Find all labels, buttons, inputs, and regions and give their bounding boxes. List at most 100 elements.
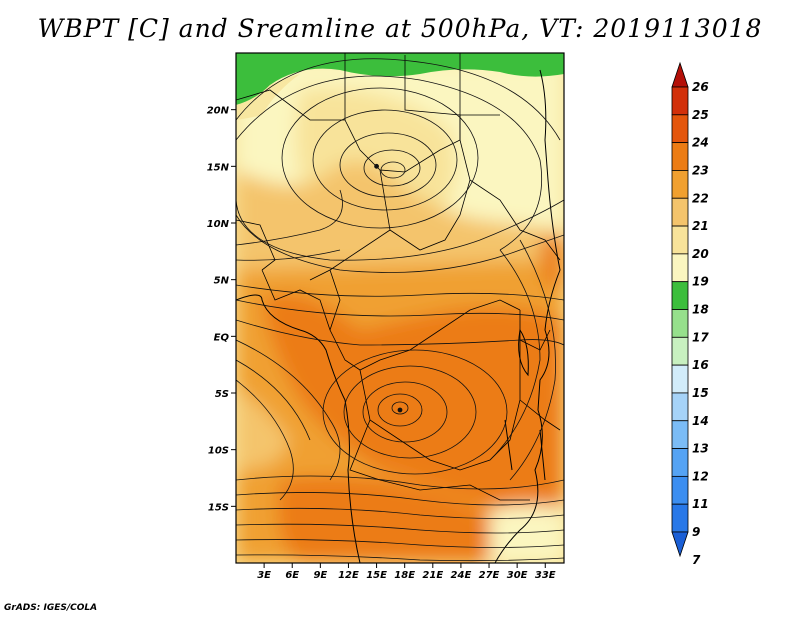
y-tick-label: 10S	[208, 446, 229, 457]
colorbar-label: 22	[692, 191, 709, 205]
boundary-line	[469, 179, 561, 261]
streamline	[509, 239, 556, 481]
colorbar-extend-bottom	[671, 531, 689, 558]
x-axis: 3E 6E 9E 12E 15E 18E 21E 24E 27E 30E 33E	[257, 563, 556, 581]
colorbar-segment	[671, 420, 689, 449]
streamline	[236, 249, 341, 261]
x-tick-label: 24E	[451, 570, 472, 581]
colorbar-segment	[671, 364, 689, 394]
colorbar-label: 16	[692, 358, 709, 372]
streamline	[322, 349, 508, 475]
boundary-line	[236, 219, 276, 271]
streamline	[236, 284, 564, 301]
colorbar-extend-top	[671, 61, 689, 88]
streamline	[489, 249, 541, 461]
y-tick-label: 15S	[208, 502, 229, 513]
colorbar-label: 15	[692, 386, 709, 400]
map-panel	[236, 53, 564, 563]
streamline	[380, 161, 406, 179]
x-tick-label: 27E	[479, 570, 500, 581]
colorbar-segment	[671, 225, 689, 255]
y-tick-label: EQ	[214, 332, 230, 343]
streamline	[339, 132, 437, 198]
colorbar-label: 14	[692, 414, 709, 428]
colorbar-label: 25	[692, 108, 709, 122]
colorbar-label: 20	[692, 247, 709, 261]
streamline	[236, 199, 564, 261]
field-regions	[236, 60, 564, 563]
streamline	[236, 299, 564, 321]
streamline	[236, 492, 564, 506]
y-tick-label: 5N	[214, 276, 230, 287]
coastline-west	[236, 294, 361, 563]
rift-lakes	[504, 419, 546, 481]
map-frame	[235, 52, 565, 564]
boundary-line	[359, 310, 521, 471]
streamline	[391, 401, 409, 415]
colorbar-label: 9	[692, 525, 700, 539]
x-tick-label: 9E	[313, 570, 327, 581]
streamline	[343, 365, 477, 459]
colorbar-segment	[671, 448, 689, 477]
streamline	[236, 539, 564, 548]
boundaries	[236, 53, 561, 501]
colorbar-segment	[671, 253, 689, 283]
x-tick-label: 15E	[366, 570, 387, 581]
boundary-line	[329, 269, 521, 371]
streamline	[312, 109, 458, 211]
colorbar-label: 26	[692, 80, 709, 94]
streamline	[236, 379, 294, 501]
y-tick-label: 10N	[207, 219, 230, 230]
colorbar: 26 25 24 23 22 21 20 19 18 17 16 15 14 13 12 11 9 7	[671, 61, 709, 567]
streamline	[236, 507, 564, 519]
region-green-edge	[236, 74, 300, 120]
streamlines	[236, 58, 564, 562]
colorbar-segment	[671, 197, 689, 227]
streamline	[236, 189, 343, 246]
colorbar-label: 12	[692, 469, 709, 483]
colorbar-label: 23	[692, 163, 709, 177]
colorbar-segment	[671, 114, 689, 144]
colorbar-segment	[671, 392, 689, 422]
streamline	[236, 554, 564, 562]
grads-credit: GrADS: IGES/COLA	[4, 603, 98, 613]
y-tick-label: 20N	[207, 106, 230, 117]
x-tick-label: 18E	[394, 570, 415, 581]
colorbar-label: 13	[692, 442, 709, 456]
boundary-line	[349, 419, 530, 501]
region-deep-orange-south	[277, 476, 520, 563]
x-tick-label: 6E	[285, 570, 299, 581]
streamline	[236, 523, 564, 534]
x-tick-label: 33E	[535, 570, 556, 581]
streamline	[236, 339, 341, 481]
x-tick-label: 3E	[257, 570, 271, 581]
streamline	[236, 475, 564, 490]
colorbar-segment	[671, 86, 689, 116]
region-se-pale	[490, 505, 564, 563]
y-axis: 20N 15N 10N 5N EQ 5S 10S 15S	[207, 106, 236, 513]
colorbar-label: 24	[692, 136, 709, 150]
colorbar-segment	[671, 142, 689, 171]
vortex-center	[374, 163, 379, 169]
x-tick-label: 30E	[507, 570, 528, 581]
x-tick-label: 12E	[338, 570, 359, 581]
coastline-east	[494, 69, 561, 563]
colorbar-segment	[671, 309, 689, 338]
chart-title: WBPT [C] and Sreamline at 500hPa, VT: 20…	[37, 14, 763, 43]
colorbar-segment	[671, 336, 689, 366]
colorbar-label: 17	[692, 330, 709, 344]
streamline	[236, 319, 564, 346]
streamline	[236, 214, 564, 273]
y-tick-label: 5S	[215, 389, 229, 400]
colorbar-label: 19	[692, 275, 709, 289]
x-tick-label: 21E	[422, 570, 443, 581]
colorbar-segment	[671, 475, 689, 505]
colorbar-segment	[671, 503, 689, 533]
region-green-north	[236, 53, 564, 105]
streamline	[362, 381, 448, 443]
y-tick-label: 15N	[207, 162, 230, 173]
colorbar-label: 18	[692, 303, 709, 317]
colorbar-label: 7	[692, 553, 701, 567]
region-west-coast	[236, 390, 290, 470]
